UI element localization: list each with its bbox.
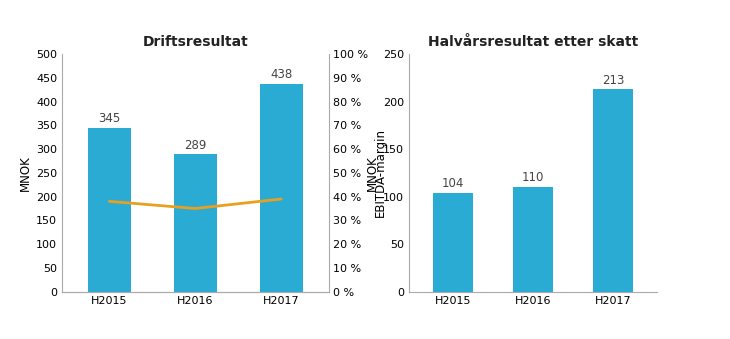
Bar: [433, 193, 473, 292]
Bar: [174, 154, 217, 292]
Text: 110: 110: [522, 171, 544, 184]
Text: 39 %: 39 %: [266, 171, 296, 184]
Title: Halvårsresultat etter skatt: Halvårsresultat etter skatt: [428, 35, 638, 49]
Text: 438: 438: [270, 68, 292, 81]
Text: 289: 289: [184, 139, 207, 152]
Bar: [513, 187, 553, 292]
Text: 38 %: 38 %: [94, 195, 124, 208]
Y-axis label: MNOK: MNOK: [366, 155, 379, 191]
Text: 104: 104: [442, 177, 464, 190]
Bar: [260, 84, 303, 292]
Bar: [593, 89, 633, 292]
Title: Driftsresultat: Driftsresultat: [142, 35, 248, 49]
Bar: [88, 128, 131, 292]
Y-axis label: EBITDA-margin: EBITDA-margin: [374, 128, 387, 217]
Y-axis label: MNOK: MNOK: [19, 155, 32, 191]
Text: Resultat: Resultat: [9, 15, 74, 28]
Text: 345: 345: [99, 113, 120, 125]
Text: 35 %: 35 %: [180, 210, 210, 223]
Text: 213: 213: [602, 74, 624, 86]
